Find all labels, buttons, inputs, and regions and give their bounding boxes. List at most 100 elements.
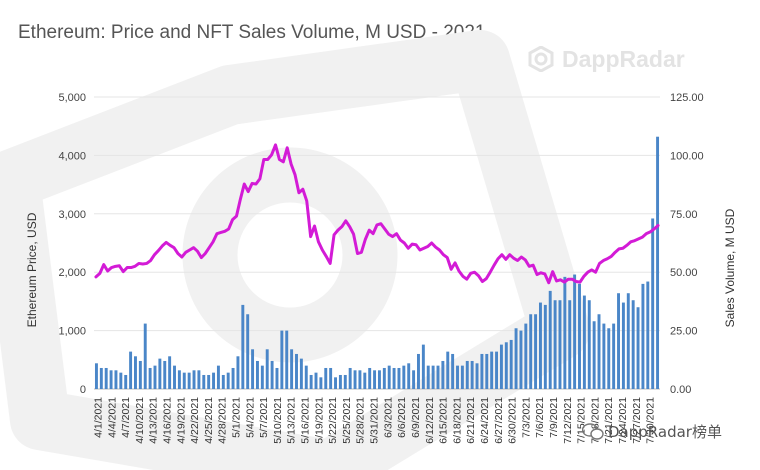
sales-volume-bar — [226, 372, 230, 389]
sales-volume-bar — [348, 367, 352, 389]
sales-volume-bar — [299, 358, 303, 389]
sales-volume-bar — [153, 365, 157, 389]
sales-volume-bar — [334, 377, 337, 389]
sales-volume-bar — [114, 370, 118, 389]
sales-volume-bar — [485, 353, 489, 389]
sales-volume-bar — [309, 374, 313, 389]
x-tick-label: 7/15/2021 — [576, 397, 588, 444]
x-tick-label: 6/18/2021 — [451, 397, 463, 444]
sales-volume-bar — [177, 370, 181, 389]
sales-volume-bar — [524, 323, 528, 389]
sales-volume-bar — [270, 360, 274, 389]
sales-volume-bar — [480, 353, 484, 389]
x-tick-label: 5/10/2021 — [272, 397, 284, 444]
sales-volume-bar — [163, 360, 167, 389]
x-tick-label: 6/9/2021 — [410, 397, 422, 438]
sales-volume-bar — [607, 328, 611, 389]
sales-volume-bar — [353, 370, 357, 389]
sales-volume-bar — [319, 377, 323, 389]
sales-volume-bar — [558, 300, 562, 389]
x-tick-label: 7/6/2021 — [534, 397, 546, 438]
sales-volume-bar — [187, 372, 191, 389]
wechat-icon — [582, 422, 604, 440]
x-tick-label: 4/19/2021 — [175, 397, 187, 444]
x-tick-label: 6/24/2021 — [479, 397, 491, 444]
sales-volume-bar — [582, 295, 586, 389]
x-tick-label: 4/10/2021 — [134, 397, 146, 444]
sales-volume-bars — [94, 136, 660, 389]
sales-volume-bar — [441, 360, 445, 389]
sales-volume-bar — [509, 339, 513, 389]
sales-volume-bar — [421, 344, 425, 389]
sales-volume-bar — [124, 374, 128, 389]
sales-volume-bar — [475, 363, 479, 389]
sales-volume-bar — [592, 321, 596, 389]
x-tick-label: 5/28/2021 — [355, 397, 367, 444]
x-tick-label: 7/3/2021 — [520, 397, 532, 438]
sales-volume-bar — [197, 370, 201, 389]
left-tick-label: 3,000 — [58, 209, 86, 221]
left-tick-label: 4,000 — [58, 150, 86, 162]
sales-volume-bar — [231, 367, 235, 389]
sales-volume-bar — [104, 367, 108, 389]
x-tick-label: 5/7/2021 — [258, 397, 270, 438]
sales-volume-bar — [392, 367, 396, 389]
sales-volume-bar — [202, 374, 206, 389]
sales-volume-bar — [621, 302, 625, 389]
sales-volume-bar — [119, 372, 123, 389]
x-tick-label: 5/4/2021 — [244, 397, 256, 438]
sales-volume-bar — [255, 360, 259, 389]
sales-volume-bar — [426, 365, 430, 389]
x-tick-label: 4/22/2021 — [189, 397, 201, 444]
sales-volume-bar — [465, 360, 469, 389]
sales-volume-bar — [241, 304, 245, 389]
sales-volume-bar — [377, 370, 381, 389]
x-tick-label: 6/12/2021 — [424, 397, 436, 444]
sales-volume-bar — [417, 353, 420, 389]
x-tick-label: 5/31/2021 — [369, 397, 381, 444]
sales-volume-bar — [631, 300, 635, 389]
watermark-text: DappRadar — [562, 45, 685, 72]
x-tick-label: 4/4/2021 — [106, 397, 118, 438]
sales-volume-bar — [246, 314, 250, 389]
sales-volume-bar — [343, 374, 347, 389]
sales-volume-bar — [470, 360, 474, 389]
x-tick-label: 7/9/2021 — [548, 397, 560, 438]
sales-volume-bar — [543, 304, 547, 389]
right-tick-label: 100.00 — [670, 150, 704, 162]
x-axis-ticks: 4/1/2021 4/4/2021 4/7/2021 4/10/2021 4/13/20… — [93, 397, 657, 444]
x-tick-label: 6/27/2021 — [493, 397, 505, 444]
sales-volume-bar — [538, 302, 542, 389]
x-tick-label: 4/1/2021 — [93, 397, 105, 438]
sales-volume-bar — [265, 349, 269, 389]
left-axis-ticks: 0 1,000 2,000 3,000 4,000 5,000 — [58, 92, 86, 396]
sales-volume-bar — [612, 323, 616, 389]
sales-volume-bar — [280, 330, 284, 389]
sales-volume-bar — [499, 344, 503, 389]
sales-volume-bar — [514, 328, 518, 389]
right-tick-label: 25.00 — [670, 326, 698, 338]
x-tick-label: 6/6/2021 — [396, 397, 408, 438]
sales-volume-bar — [143, 323, 147, 389]
sales-volume-bar — [573, 274, 577, 389]
x-tick-label: 7/27/2021 — [631, 397, 643, 444]
sales-volume-bar — [646, 281, 650, 389]
sales-volume-bar — [358, 370, 362, 389]
x-tick-label: 4/25/2021 — [203, 397, 215, 444]
sales-volume-bar — [553, 300, 557, 389]
x-tick-label: 7/21/2021 — [603, 397, 615, 444]
x-tick-label: 7/24/2021 — [617, 397, 629, 444]
x-tick-label: 5/25/2021 — [341, 397, 353, 444]
sales-volume-bar — [207, 374, 211, 389]
sales-volume-bar — [173, 365, 176, 389]
sales-volume-bar — [504, 342, 508, 389]
right-tick-label: 75.00 — [670, 209, 698, 221]
right-axis-ticks: 0.00 25.00 50.00 75.00 100.00 125.00 — [670, 92, 704, 396]
right-tick-label: 125.00 — [670, 92, 704, 104]
sales-volume-bar — [338, 374, 342, 389]
footer-watermark-text: DappRadar榜单 — [608, 423, 722, 441]
left-tick-label: 5,000 — [58, 92, 86, 104]
sales-volume-bar — [617, 293, 620, 389]
x-tick-label: 5/1/2021 — [231, 397, 243, 438]
dappradar-logo-icon — [528, 46, 554, 72]
